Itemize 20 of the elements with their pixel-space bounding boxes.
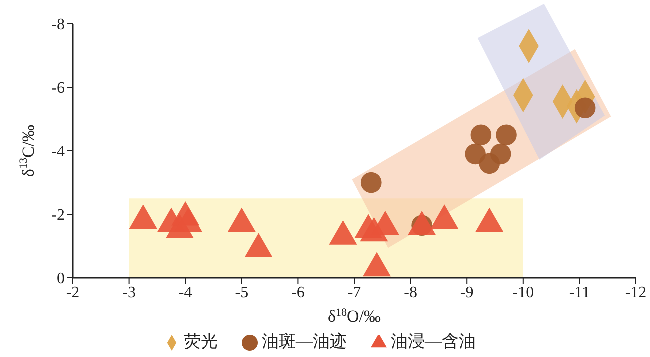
x-tick-label: -6 [292, 284, 305, 302]
x-tick-label: -5 [235, 284, 249, 302]
x-tick-label: -4 [178, 284, 192, 302]
legend-label: 油浸—含油 [391, 332, 476, 351]
x-tick-label: -9 [460, 284, 474, 302]
y-tick-label: -4 [52, 144, 65, 161]
x-tick-label: -2 [66, 284, 80, 302]
x-tick-label: -8 [404, 284, 418, 302]
x-tick-label: -7 [348, 284, 362, 302]
y-tick-label: 0 [57, 270, 65, 288]
y-tick-label: -2 [52, 207, 65, 224]
x-axis-title: δ$^{18}$O/‰ [328, 307, 382, 326]
x-tick-label: -12 [625, 284, 647, 302]
x-tick-label: -3 [122, 284, 136, 302]
x-tick-label: -10 [512, 284, 534, 302]
y-tick-label: -8 [52, 16, 65, 34]
y-tick-label: -6 [52, 80, 65, 98]
legend-label: 油斑—油迹 [262, 332, 347, 351]
x-tick-label: -11 [569, 284, 590, 302]
legend-label: 荧光 [184, 332, 218, 351]
